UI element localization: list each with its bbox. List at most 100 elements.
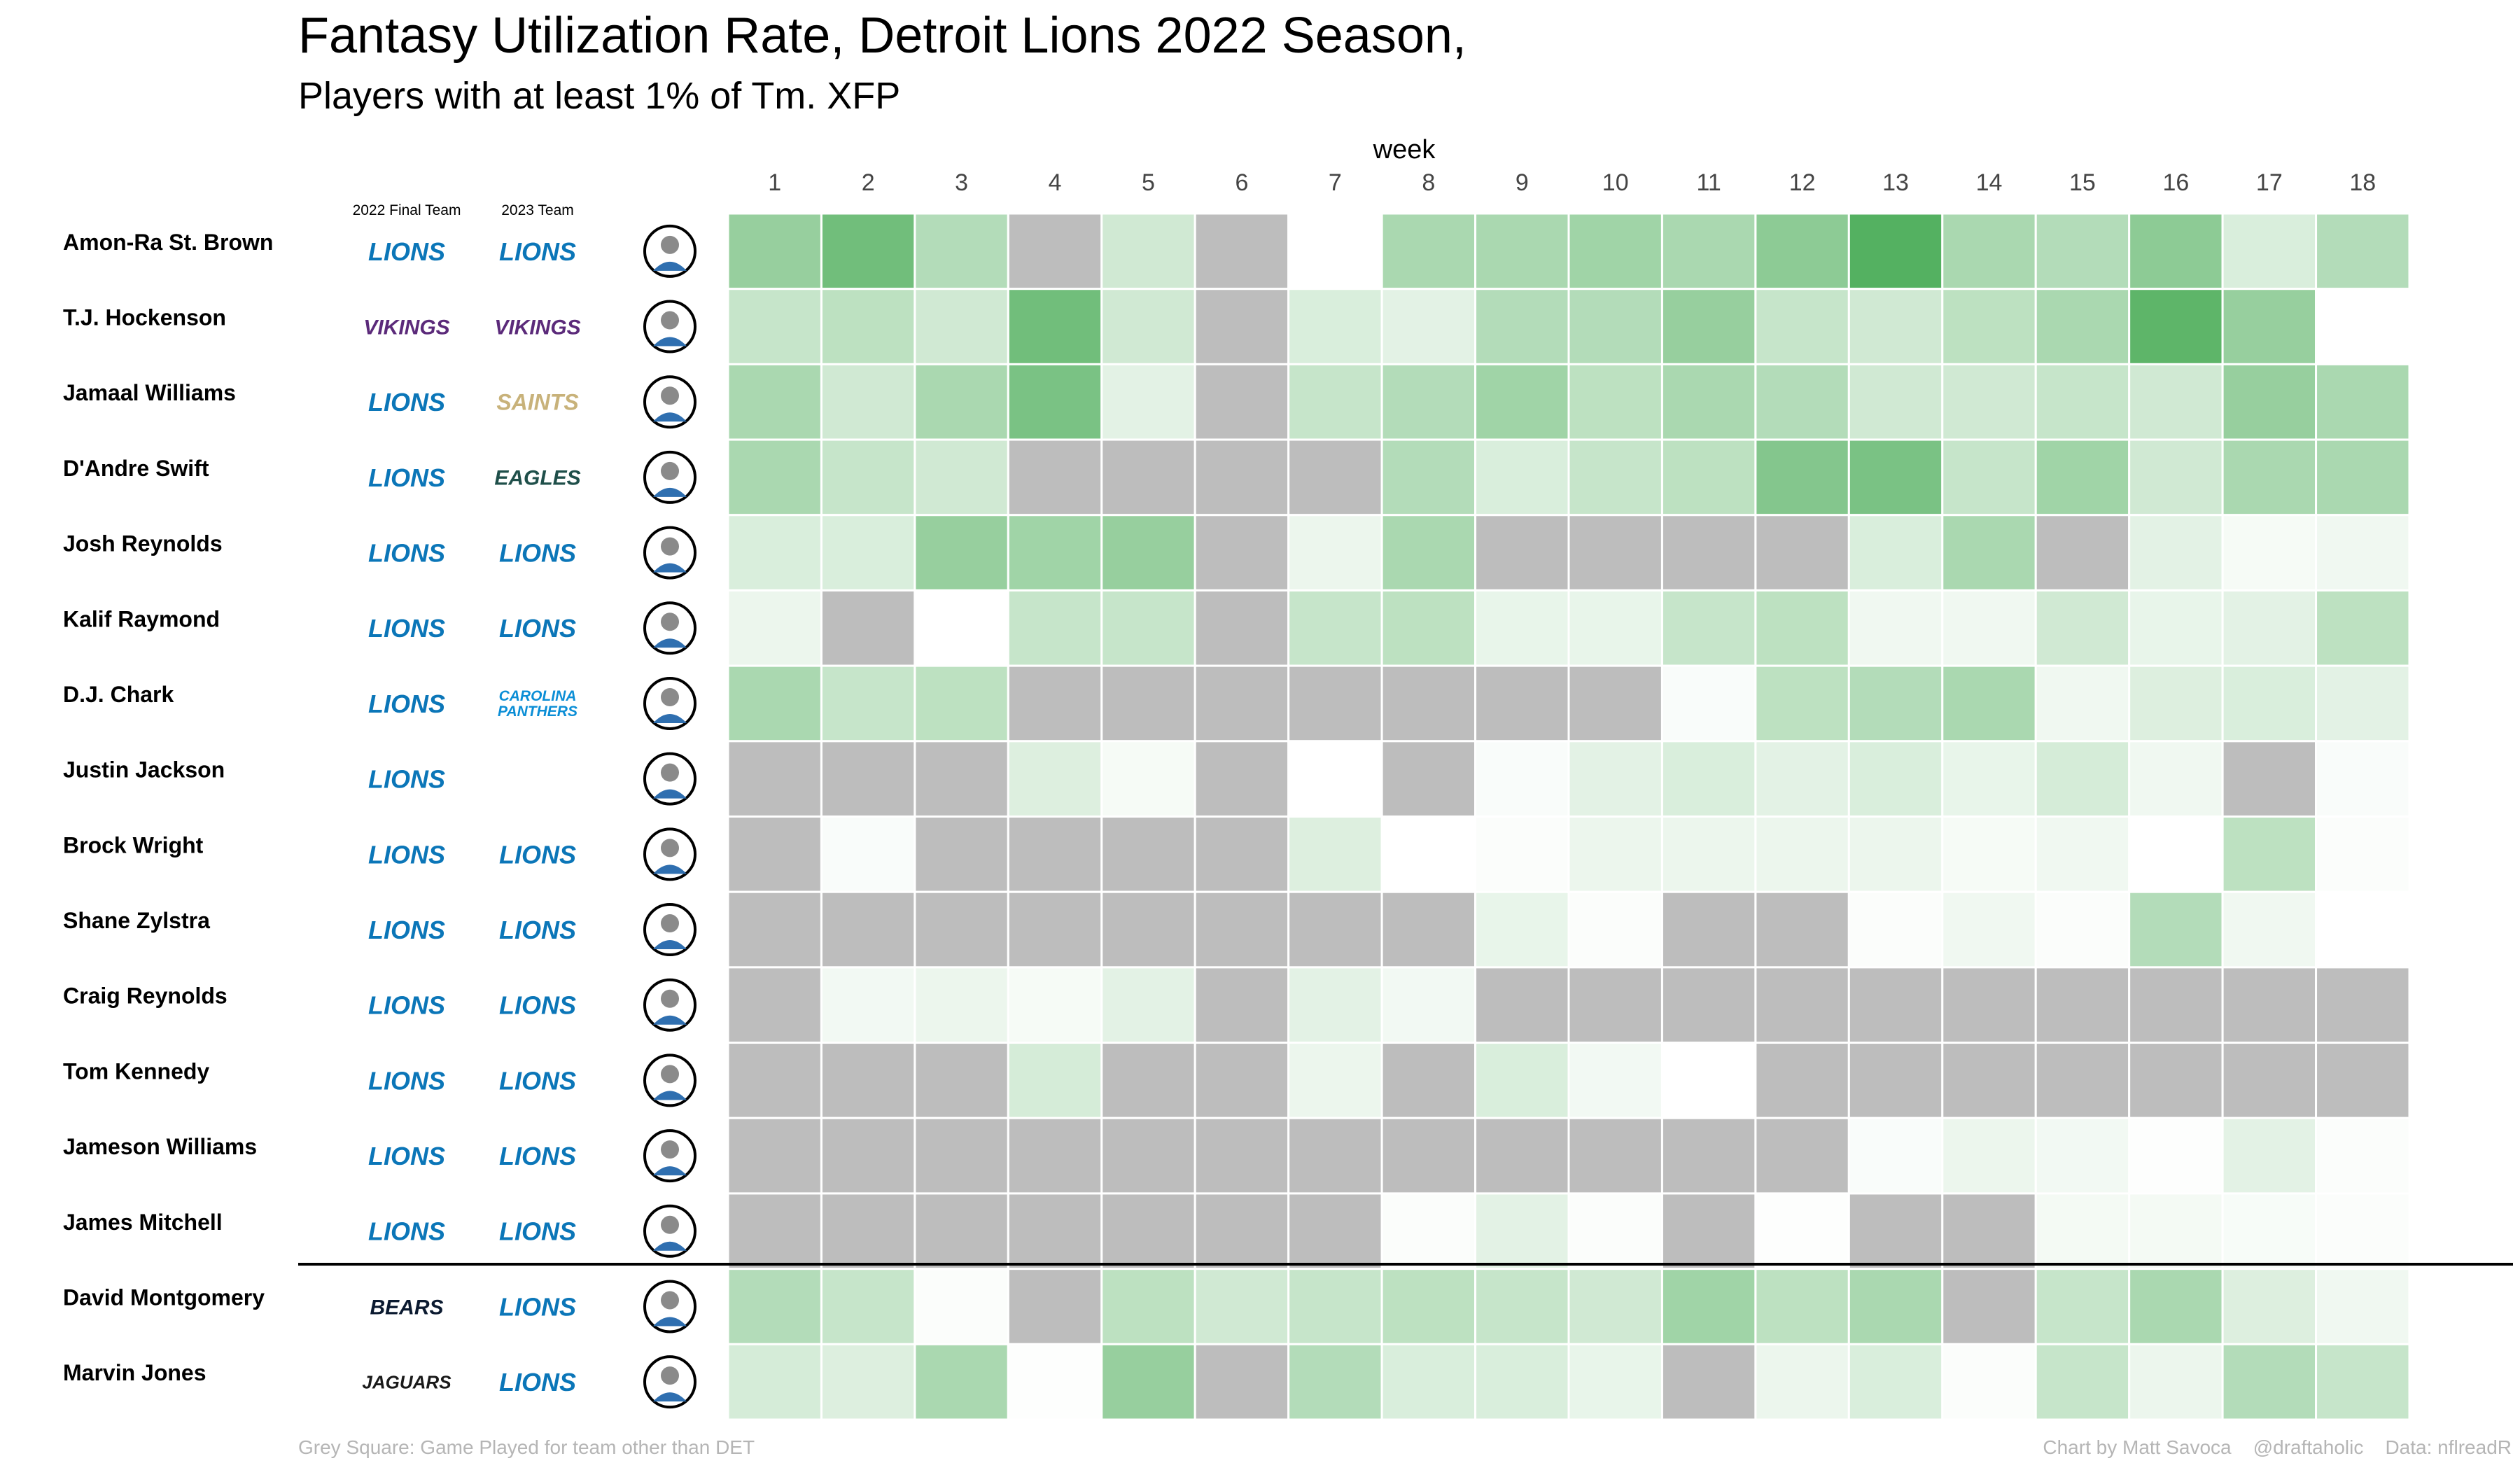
- cell-row2-week16: [2128, 288, 2224, 365]
- cell-row8-week13: [1847, 740, 1944, 818]
- cell-row7-week6: [1194, 664, 1290, 743]
- avatar-shoulders: [653, 713, 687, 723]
- cell-row9-week16: [2128, 816, 2224, 893]
- cell-row8-week8: [1380, 740, 1477, 818]
- cell-row2-week9: [1474, 288, 1570, 365]
- cell-row13-week8: [1380, 1116, 1477, 1195]
- cell-row10-week14: [1941, 890, 2037, 969]
- cell-row7-week16: [2128, 664, 2224, 743]
- cell-row11-week3: [913, 966, 1009, 1044]
- x-axis-label: week: [1373, 135, 1436, 164]
- avatar: [643, 300, 696, 354]
- col-header-final-team: 2022 Final Team: [353, 202, 461, 218]
- cell-row5-week18: [2315, 514, 2411, 592]
- week-tick-2: 2: [862, 169, 875, 196]
- cell-row14-week18: [2315, 1192, 2411, 1270]
- cell-row4-week7: [1287, 438, 1383, 517]
- cell-row5-week14: [1941, 514, 2037, 592]
- avatar-head: [661, 914, 679, 933]
- avatar-shoulders: [653, 1241, 687, 1251]
- avatar: [643, 676, 696, 730]
- week-tick-1: 1: [768, 169, 781, 196]
- cell-row5-week1: [727, 514, 822, 592]
- cell-row11-week10: [1567, 966, 1663, 1044]
- player-row: David Montgomery BEARS LIONS: [63, 1280, 696, 1334]
- cell-row5-week9: [1474, 514, 1570, 592]
- cell-row14-week9: [1474, 1192, 1570, 1270]
- cell-row10-week1: [727, 890, 822, 969]
- final-team-logo: JAGUARS: [362, 1372, 451, 1393]
- cell-row16-week14: [1941, 1343, 2037, 1421]
- final-team-logo: BEARS: [370, 1296, 443, 1319]
- cell-row3-week16: [2128, 363, 2224, 441]
- cell-row12-week4: [1007, 1042, 1103, 1119]
- cell-row14-week8: [1380, 1192, 1477, 1270]
- cell-row15-week7: [1287, 1268, 1383, 1345]
- cell-row4-week18: [2315, 438, 2411, 517]
- cell-row9-week6: [1194, 816, 1290, 893]
- player-name: Brock Wright: [63, 832, 204, 858]
- cell-row7-week15: [2034, 664, 2131, 743]
- cell-row11-week14: [1941, 966, 2037, 1044]
- cell-row12-week2: [820, 1042, 916, 1119]
- cell-row13-week7: [1287, 1116, 1383, 1195]
- avatar-head: [661, 687, 679, 706]
- avatar: [643, 224, 696, 278]
- cell-row4-week15: [2034, 438, 2131, 517]
- cell-row7-week2: [820, 664, 916, 743]
- cell-row6-week11: [1660, 589, 1757, 667]
- cell-row13-week16: [2128, 1116, 2224, 1195]
- cell-row1-week7: [1287, 212, 1383, 290]
- avatar-head: [661, 1215, 679, 1234]
- cell-row10-week10: [1567, 890, 1663, 969]
- avatar-shoulders: [653, 1166, 687, 1176]
- team-2023-logo: LIONS: [499, 237, 576, 266]
- cell-row8-week7: [1287, 740, 1383, 818]
- avatar-shoulders: [653, 1392, 687, 1402]
- cell-row3-week5: [1100, 363, 1196, 441]
- avatar-head: [661, 461, 679, 480]
- cell-row12-week11: [1660, 1042, 1757, 1119]
- cell-row16-week13: [1847, 1343, 1944, 1421]
- cell-row3-week8: [1380, 363, 1477, 441]
- cell-row4-week6: [1194, 438, 1290, 517]
- cell-row1-week5: [1100, 212, 1196, 290]
- cell-row12-week10: [1567, 1042, 1663, 1119]
- col-header-2023-team: 2023 Team: [501, 202, 574, 218]
- cell-row5-week7: [1287, 514, 1383, 592]
- cell-row12-week15: [2034, 1042, 2131, 1119]
- cell-row6-week7: [1287, 589, 1383, 667]
- cell-row16-week10: [1567, 1343, 1663, 1421]
- cell-row3-week9: [1474, 363, 1570, 441]
- avatar-shoulders: [653, 412, 687, 422]
- cell-row5-week3: [913, 514, 1009, 592]
- cell-row16-week17: [2221, 1343, 2318, 1421]
- week-tick-11: 11: [1697, 169, 1721, 196]
- avatar: [643, 601, 696, 655]
- cell-row1-week18: [2315, 212, 2411, 290]
- cell-row1-week6: [1194, 212, 1290, 290]
- cell-row1-week16: [2128, 212, 2224, 290]
- cell-row11-week5: [1100, 966, 1196, 1044]
- final-team-logo: LIONS: [368, 1066, 445, 1095]
- cell-row8-week12: [1754, 740, 1850, 818]
- cell-row7-week9: [1474, 664, 1570, 743]
- team-2023-logo: LIONS: [499, 539, 576, 568]
- cell-row10-week16: [2128, 890, 2224, 969]
- cell-row4-week5: [1100, 438, 1196, 517]
- player-row: Amon-Ra St. Brown LIONS LIONS: [63, 224, 696, 278]
- cell-row3-week13: [1847, 363, 1944, 441]
- cell-row1-week17: [2221, 212, 2318, 290]
- heatmap-cells: [727, 212, 2411, 1421]
- avatar-head: [661, 763, 679, 782]
- avatar-head: [661, 839, 679, 858]
- cell-row3-week15: [2034, 363, 2131, 441]
- cell-row3-week10: [1567, 363, 1663, 441]
- avatar: [643, 978, 696, 1032]
- player-name: Craig Reynolds: [63, 983, 227, 1009]
- cell-row3-week11: [1660, 363, 1757, 441]
- cell-row14-week11: [1660, 1192, 1757, 1270]
- cell-row6-week17: [2221, 589, 2318, 667]
- avatar: [643, 526, 696, 580]
- cell-row3-week18: [2315, 363, 2411, 441]
